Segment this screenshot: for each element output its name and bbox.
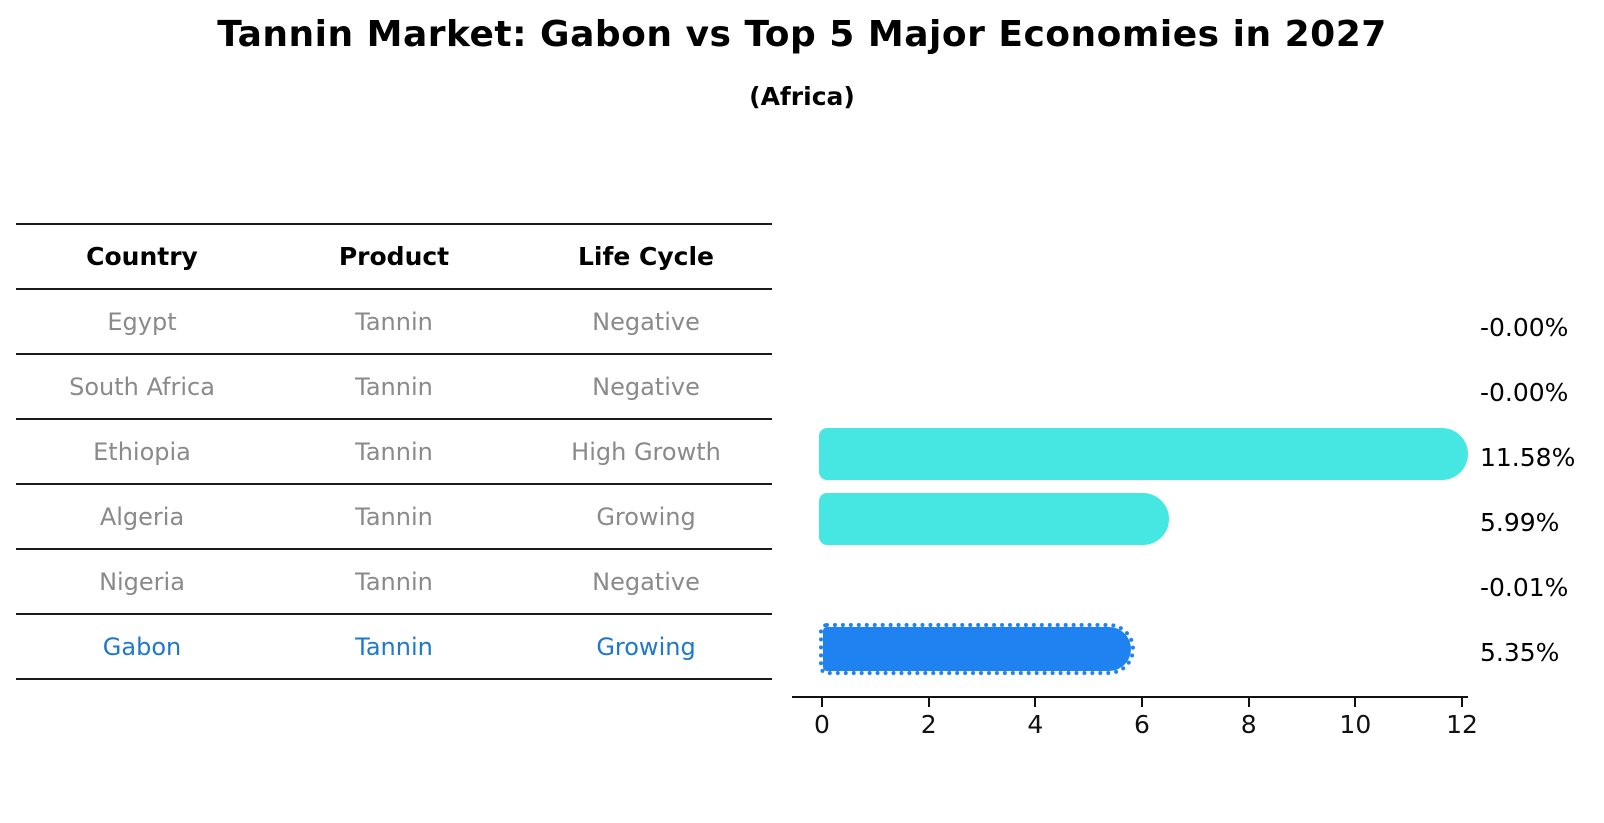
x-tick-label: 10 [1339, 710, 1372, 739]
cell-life-cycle: Negative [592, 567, 700, 596]
bar [819, 428, 1468, 480]
table-row: Gabon Tannin Growing [16, 613, 772, 680]
cell-country: Gabon [102, 632, 182, 661]
cell-product: Tannin [355, 632, 433, 661]
comparison-table: Country Product Life Cycle Egypt Tannin Ne… [16, 223, 772, 680]
x-tick [1141, 698, 1143, 707]
x-tick [821, 698, 823, 707]
header-cell-product: Product [338, 242, 450, 271]
value-label: 11.58% [1480, 443, 1576, 472]
cell-country: Algeria [99, 502, 185, 531]
x-tick [1461, 698, 1463, 707]
cell-product: Tannin [355, 567, 433, 596]
cell-life-cycle: Growing [596, 502, 696, 531]
value-label: -0.00% [1480, 378, 1569, 407]
bar [819, 493, 1169, 545]
x-tick-label: 4 [1027, 710, 1044, 739]
value-label: -0.00% [1480, 313, 1569, 342]
x-tick-label: 0 [814, 710, 830, 739]
table-header-row: Country Product Life Cycle [16, 223, 772, 288]
x-tick [1247, 698, 1250, 707]
table-row: South Africa Tannin Negative [16, 353, 772, 418]
header-cell-lifecycle: Life Cycle [577, 242, 715, 271]
table-row: Nigeria Tannin Negative [16, 548, 772, 613]
cell-product: Tannin [355, 502, 433, 531]
value-label: -0.01% [1480, 573, 1569, 602]
cell-life-cycle: Growing [596, 632, 696, 661]
value-label: 5.35% [1480, 638, 1560, 667]
cell-country: Egypt [107, 307, 177, 336]
x-tick [927, 698, 930, 707]
table-row: Algeria Tannin Growing [16, 483, 772, 548]
x-axis-line [792, 696, 1468, 698]
x-tick-label: 12 [1446, 710, 1478, 739]
cell-country: Ethiopia [93, 437, 191, 466]
cell-life-cycle: Negative [592, 372, 700, 401]
table-body: Egypt Tannin Negative South Africa Tannin Neg… [16, 288, 772, 680]
cell-product: Tannin [355, 307, 433, 336]
cell-country: South Africa [69, 372, 215, 401]
chart-title: Tannin Market: Gabon vs Top 5 Major Econ… [217, 14, 1387, 55]
bar-highlight [819, 623, 1135, 675]
x-tick-label: 6 [1134, 710, 1150, 739]
header-cell-country: Country [86, 242, 198, 271]
cell-product: Tannin [355, 372, 433, 401]
table-row: Ethiopia Tannin High Growth [16, 418, 772, 483]
value-label: 5.99% [1480, 508, 1560, 537]
x-tick [1034, 698, 1037, 707]
cell-life-cycle: Negative [592, 307, 700, 336]
x-tick [1354, 698, 1357, 707]
cell-life-cycle: High Growth [571, 437, 721, 466]
cell-product: Tannin [355, 437, 433, 466]
table-row: Egypt Tannin Negative [16, 288, 772, 353]
chart-subtitle: (Africa) [749, 82, 855, 111]
cell-country: Nigeria [99, 567, 185, 596]
x-tick-label: 8 [1240, 710, 1257, 739]
x-tick-label: 2 [920, 710, 937, 739]
